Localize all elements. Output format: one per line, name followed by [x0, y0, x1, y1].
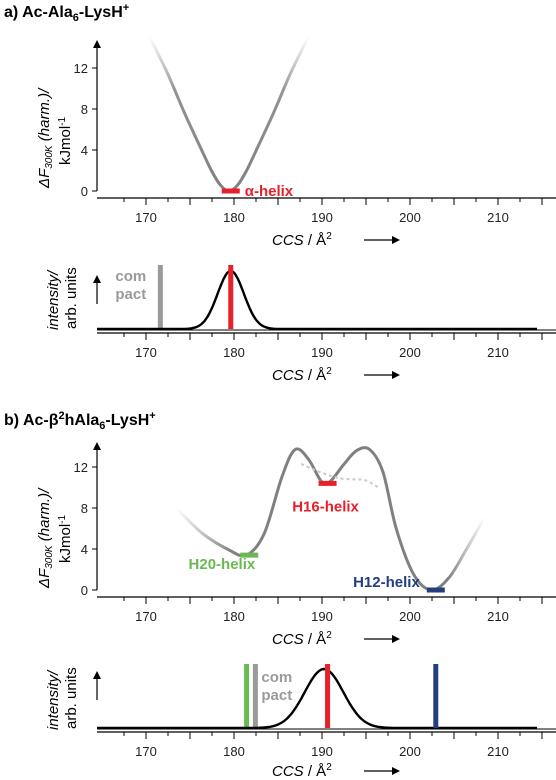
- y-tick-label: 4: [81, 542, 88, 557]
- y-axis-arrow: [93, 275, 101, 283]
- panel-a-energy-y-axis: 0 4 8 12: [74, 40, 101, 199]
- x-tick-label: 210: [487, 609, 509, 624]
- x-tick-label: 190: [311, 210, 333, 225]
- energy-y-unit: kJmol-1: [57, 116, 74, 165]
- x-tick-label: 200: [399, 744, 421, 759]
- energy-y-label: ΔF300K (harm.)/: [36, 87, 55, 189]
- energy-y-unit: kJmol-1: [57, 514, 74, 563]
- compact-label-line2: pact: [261, 687, 292, 704]
- svg-text:CCS / Å2: CCS / Å2: [272, 630, 332, 648]
- panel-b-intensity-x-axis: 170 180 190 200 210: [97, 731, 556, 759]
- intensity-x-label: CCS / Å2: [272, 366, 400, 384]
- energy-x-label: CCS / Å2: [272, 231, 400, 249]
- x-axis-arrow-head: [392, 767, 400, 775]
- x-tick-label: 180: [223, 345, 245, 360]
- y-tick-label: 8: [81, 501, 88, 516]
- energy-y-label: ΔF300K (harm.)/: [36, 487, 55, 589]
- x-tick-label: 170: [135, 210, 157, 225]
- x-tick-label: 200: [399, 609, 421, 624]
- intensity-y-unit: arb. units: [63, 267, 80, 329]
- y-tick-label: 8: [81, 102, 88, 117]
- y-tick-label: 4: [81, 143, 88, 158]
- x-tick-label: 180: [223, 210, 245, 225]
- x-tick-label: 190: [311, 609, 333, 624]
- y-tick-label: 12: [74, 61, 88, 76]
- panel-a-intensity-y-axis: [93, 275, 101, 304]
- svg-text:CCS / Å2: CCS / Å2: [272, 231, 332, 249]
- intensity-y-label: intensity/: [45, 669, 62, 730]
- y-tick-label: 0: [81, 184, 88, 199]
- panel-a-energy-x-axis: 170 180 190 200 210: [97, 197, 556, 225]
- energy-curve-alternative: [300, 462, 380, 489]
- y-axis-arrow: [93, 40, 101, 48]
- x-tick-label: 210: [487, 210, 509, 225]
- y-axis-arrow: [93, 671, 101, 679]
- y-tick-label: 0: [81, 583, 88, 598]
- compact-label-line2: pact: [115, 286, 146, 303]
- x-tick-label: 180: [223, 744, 245, 759]
- x-axis-arrow-head: [392, 635, 400, 643]
- svg-text:CCS / Å2: CCS / Å2: [272, 366, 332, 384]
- panel-b-title: b) Ac-β2hAla6-LysH+: [4, 410, 156, 432]
- intensity-peak: [97, 667, 537, 730]
- panel-b-intensity-y-axis: [93, 671, 101, 700]
- intensity-peak: [97, 269, 537, 331]
- panel-b-energy-x-axis: 170 180 190 200 210: [97, 596, 556, 624]
- h16-helix-label: H16-helix: [292, 498, 359, 515]
- intensity-x-label: CCS / Å2: [272, 762, 400, 780]
- x-tick-label: 170: [135, 609, 157, 624]
- compact-label-line1: com: [261, 669, 292, 686]
- panel-a-title: a) Ac-Ala6-LysH+: [4, 2, 129, 24]
- x-tick-label: 190: [311, 345, 333, 360]
- h20-helix-label: H20-helix: [189, 556, 256, 573]
- x-tick-label: 210: [487, 744, 509, 759]
- y-tick-label: 12: [74, 460, 88, 475]
- panel-a-intensity-plot: intensity/ arb. units 170 1: [45, 265, 556, 384]
- h12-helix-label: H12-helix: [353, 574, 420, 591]
- panel-a-intensity-x-axis: 170 180 190 200 210: [97, 332, 556, 360]
- x-tick-label: 200: [399, 210, 421, 225]
- alpha-helix-label: α-helix: [245, 183, 294, 200]
- intensity-y-unit: arb. units: [63, 667, 80, 729]
- panel-b-intensity-plot: intensity/ arb. units 170 1: [45, 664, 556, 780]
- svg-text:CCS / Å2: CCS / Å2: [272, 762, 332, 780]
- x-tick-label: 170: [135, 345, 157, 360]
- x-tick-label: 200: [399, 345, 421, 360]
- energy-curve: [148, 36, 310, 193]
- intensity-y-label: intensity/: [45, 269, 62, 330]
- x-tick-label: 180: [223, 609, 245, 624]
- x-tick-label: 190: [311, 744, 333, 759]
- panel-b-energy-plot: 0 4 8 12 ΔF300K (harm.)/ kJmol-1: [36, 442, 556, 648]
- compact-label-line1: com: [115, 268, 146, 285]
- x-axis-arrow-head: [392, 236, 400, 244]
- panel-b-energy-y-axis: 0 4 8 12: [74, 442, 101, 598]
- energy-x-label: CCS / Å2: [272, 630, 400, 648]
- x-tick-label: 170: [135, 744, 157, 759]
- x-axis-arrow-head: [392, 371, 400, 379]
- x-tick-label: 210: [487, 345, 509, 360]
- y-axis-arrow: [93, 442, 101, 450]
- panel-a-energy-plot: 0 4 8 12 ΔF300K (harm.)/ kJmol-1: [36, 36, 556, 249]
